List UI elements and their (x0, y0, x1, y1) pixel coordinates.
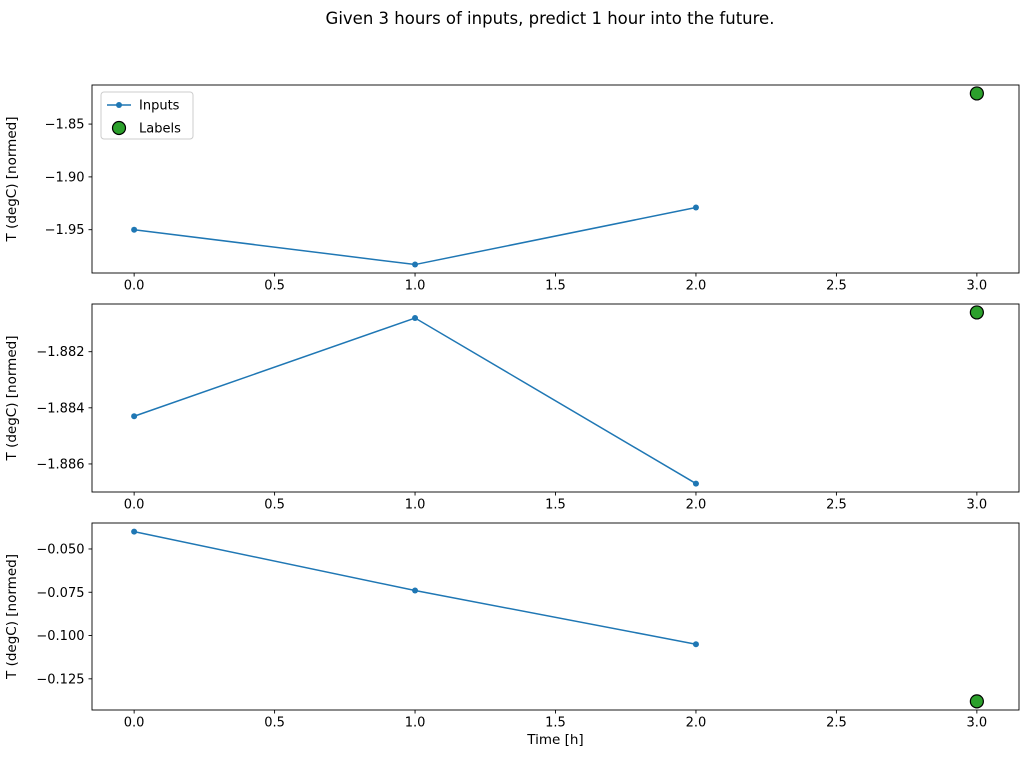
y-tick-label: −1.85 (45, 118, 85, 133)
x-tick-label: 2.0 (686, 279, 707, 294)
y-tick-label: −0.100 (36, 629, 84, 644)
figure-title: Given 3 hours of inputs, predict 1 hour … (326, 9, 775, 28)
legend-entry-label: Inputs (139, 99, 180, 114)
plot-frame (91, 84, 1020, 274)
y-tick-label: −1.886 (36, 457, 84, 472)
y-tick-label: −1.882 (36, 345, 84, 360)
x-tick-label: 1.0 (405, 279, 426, 294)
subplot-1: 0.0 0.5 1.0 1.5 2.0 2.5 3.0 −1.85 −1.90 −1.95 T (d… (4, 84, 1020, 294)
y-tick-label: −1.95 (45, 223, 85, 238)
x-tick-label: 3.0 (967, 716, 988, 731)
series-labels-marker (969, 86, 984, 101)
plots-group: 0.0 0.5 1.0 1.5 2.0 2.5 3.0 −1.85 −1.90 −1.95 T (d… (4, 84, 1020, 748)
series-inputs-marker (412, 315, 419, 322)
y-tick-label: −1.90 (45, 170, 85, 185)
x-tick-label: 0.0 (124, 498, 145, 513)
series-inputs-line (134, 206, 697, 266)
x-tick-label: 2.5 (826, 498, 847, 513)
x-tick-label: 0.5 (264, 498, 285, 513)
x-tick-label: 1.5 (545, 498, 566, 513)
y-axis-label: T (degC) [normed] (4, 336, 20, 462)
series-labels-marker (969, 694, 984, 709)
subplot-2: 0.0 0.5 1.0 1.5 2.0 2.5 3.0 −1.882 −1.884 −1.886 T… (4, 303, 1020, 513)
legend-marker-sample-icon (116, 102, 122, 108)
y-tick-label: −0.125 (36, 672, 84, 687)
series-inputs-marker (131, 528, 138, 535)
legend: Inputs Labels (100, 91, 194, 140)
series-inputs-marker (131, 226, 138, 233)
series-inputs-marker (412, 261, 419, 268)
x-tick-label: 3.0 (967, 498, 988, 513)
series-inputs-marker (692, 204, 699, 211)
legend-marker-sample-icon (111, 120, 127, 136)
x-tick-label: 0.5 (264, 279, 285, 294)
y-tick-label: −0.050 (36, 542, 84, 557)
x-tick-label: 1.0 (405, 716, 426, 731)
legend-entry-label: Labels (139, 122, 181, 137)
series-labels-marker (969, 305, 984, 320)
series-inputs-marker (692, 480, 699, 487)
series-inputs-marker (692, 641, 699, 648)
x-tick-label: 1.0 (405, 498, 426, 513)
y-tick-label: −0.075 (36, 586, 84, 601)
x-tick-label: 2.5 (826, 716, 847, 731)
x-tick-label: 1.5 (545, 716, 566, 731)
x-axis-label: Time [h] (526, 732, 583, 748)
x-tick-label: 2.5 (826, 279, 847, 294)
x-tick-label: 0.0 (124, 279, 145, 294)
x-tick-label: 2.0 (686, 498, 707, 513)
plot-frame (91, 303, 1020, 493)
series-inputs-marker (412, 587, 419, 594)
series-inputs-marker (131, 413, 138, 420)
x-tick-label: 0.5 (264, 716, 285, 731)
plot-frame (91, 522, 1020, 711)
x-tick-label: 3.0 (967, 279, 988, 294)
x-tick-label: 1.5 (545, 279, 566, 294)
x-tick-label: 2.0 (686, 716, 707, 731)
x-tick-label: 0.0 (124, 716, 145, 731)
subplot-3: 0.0 0.5 1.0 1.5 2.0 2.5 3.0 −0.050 −0.075 −0.100 −… (4, 522, 1020, 748)
y-axis-label: T (degC) [normed] (4, 554, 20, 680)
series-inputs-line (133, 317, 697, 485)
y-axis-label: T (degC) [normed] (4, 117, 20, 243)
y-tick-label: −1.884 (36, 401, 84, 416)
